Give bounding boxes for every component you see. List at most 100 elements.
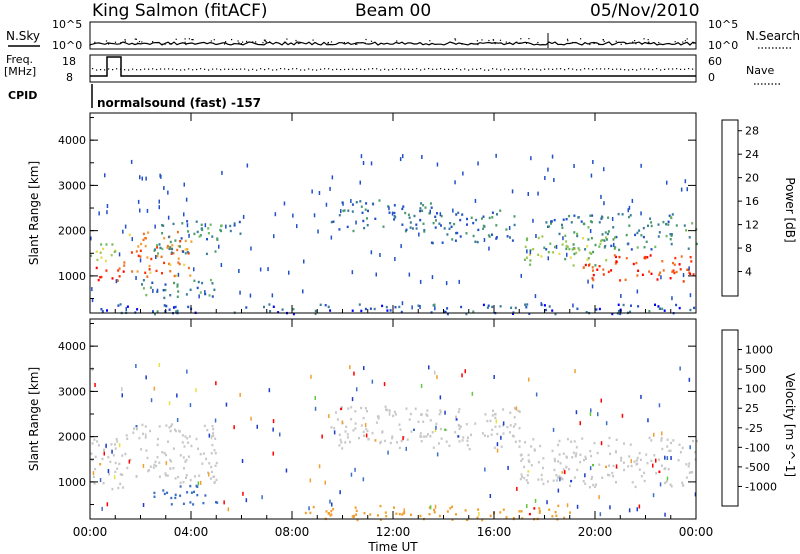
power-cell bbox=[160, 255, 163, 258]
power-cell bbox=[635, 261, 638, 265]
power-cell bbox=[650, 272, 653, 275]
power-cell bbox=[573, 252, 576, 256]
velocity-cell bbox=[527, 453, 530, 457]
velocity-cell bbox=[126, 437, 129, 440]
power-cell bbox=[611, 312, 614, 316]
velocity-cell bbox=[272, 427, 274, 432]
velocity-cell bbox=[185, 459, 188, 462]
power-cell bbox=[561, 226, 564, 229]
power-cell bbox=[544, 308, 547, 312]
nsearch-dot bbox=[124, 40, 126, 42]
power-cell bbox=[658, 273, 661, 277]
power-cell bbox=[650, 248, 653, 251]
velocity-cell bbox=[172, 447, 175, 450]
power-cell bbox=[97, 278, 100, 282]
velocity-cell bbox=[272, 451, 274, 456]
velocity-cell bbox=[156, 443, 159, 446]
velocity-cell bbox=[663, 467, 666, 471]
nave-dot bbox=[212, 68, 214, 70]
velocity-cell bbox=[486, 419, 489, 423]
power-cell bbox=[329, 186, 331, 191]
velocity-cell bbox=[329, 499, 331, 504]
velocity-cell bbox=[400, 439, 403, 443]
velocity-cell bbox=[445, 440, 448, 443]
velocity-cell bbox=[168, 426, 171, 429]
power-cell bbox=[632, 262, 635, 266]
velocity-cell bbox=[184, 435, 187, 438]
velocity-cell bbox=[611, 471, 614, 475]
nsearch-dot bbox=[396, 40, 398, 42]
velocity-cell bbox=[121, 454, 124, 457]
power-cell bbox=[346, 225, 349, 229]
velocity-cell bbox=[658, 470, 661, 473]
velocity-cell bbox=[576, 468, 579, 472]
power-cell bbox=[182, 250, 185, 253]
power-cell bbox=[568, 247, 571, 251]
nsearch-dot bbox=[625, 43, 627, 45]
velocity-cell bbox=[178, 430, 181, 433]
velocity-cell bbox=[215, 461, 218, 465]
power-cell bbox=[610, 269, 613, 272]
velocity-cell bbox=[405, 407, 408, 410]
velocity-cell bbox=[116, 467, 119, 470]
velocity-cell bbox=[328, 414, 330, 419]
power-cell bbox=[314, 309, 317, 313]
velocity-cell bbox=[576, 504, 579, 509]
power-cell bbox=[443, 227, 446, 230]
nsearch-dot bbox=[343, 42, 345, 44]
nave-dot bbox=[628, 69, 630, 71]
velocity-cell bbox=[494, 416, 497, 420]
power-cell bbox=[472, 310, 475, 313]
velocity-cell bbox=[506, 425, 509, 429]
velocity-cell bbox=[562, 468, 565, 471]
velocity-cell bbox=[664, 455, 666, 460]
power-cell bbox=[573, 164, 575, 168]
power-cell bbox=[540, 255, 543, 258]
nsearch-dot bbox=[537, 41, 539, 44]
power-cell bbox=[654, 303, 656, 306]
power-cell bbox=[662, 220, 665, 224]
power-cell bbox=[675, 224, 678, 227]
velocity-cell bbox=[518, 427, 521, 430]
velocity-cell bbox=[375, 421, 378, 424]
nave-dot bbox=[240, 68, 242, 70]
velocity-cell bbox=[455, 513, 457, 516]
power-cell bbox=[606, 238, 608, 241]
power-cell bbox=[95, 250, 98, 253]
nave-dot bbox=[260, 68, 262, 70]
velocity-cell bbox=[565, 455, 568, 458]
power-cell bbox=[675, 303, 678, 307]
power-cell bbox=[200, 223, 203, 226]
power-cell bbox=[547, 251, 550, 254]
velocity-cell bbox=[464, 369, 466, 374]
nave-dot bbox=[160, 68, 162, 70]
nave-dot bbox=[156, 68, 158, 71]
power-cell bbox=[455, 213, 458, 216]
power-cell bbox=[591, 277, 594, 280]
velocity-cell bbox=[92, 475, 95, 479]
power-cell bbox=[590, 252, 593, 255]
power-cell bbox=[565, 247, 568, 250]
velocity-cell bbox=[534, 498, 537, 503]
nave-dot bbox=[116, 68, 118, 70]
power-cell bbox=[553, 178, 555, 182]
velocity-cell bbox=[210, 465, 213, 469]
nave-dot bbox=[428, 68, 430, 70]
power-cell bbox=[116, 279, 119, 282]
velocity-cell bbox=[333, 427, 336, 430]
power-cell bbox=[598, 265, 601, 268]
velocity-cell bbox=[620, 459, 623, 462]
nsearch-dot bbox=[528, 38, 530, 40]
power-cell bbox=[177, 290, 180, 293]
power-cell bbox=[205, 252, 208, 256]
nsearch-dot bbox=[508, 42, 510, 44]
power-cell bbox=[187, 266, 190, 270]
velocity-cell bbox=[496, 432, 499, 436]
velocity-cell bbox=[516, 486, 518, 491]
nave-dot bbox=[408, 68, 410, 70]
velocity-cell bbox=[350, 406, 353, 409]
velocity-cell bbox=[496, 448, 499, 453]
velocity-cell bbox=[426, 409, 429, 412]
velocity-cell bbox=[566, 503, 569, 508]
power-y-axis-label: Slant Range [km] bbox=[27, 161, 41, 265]
